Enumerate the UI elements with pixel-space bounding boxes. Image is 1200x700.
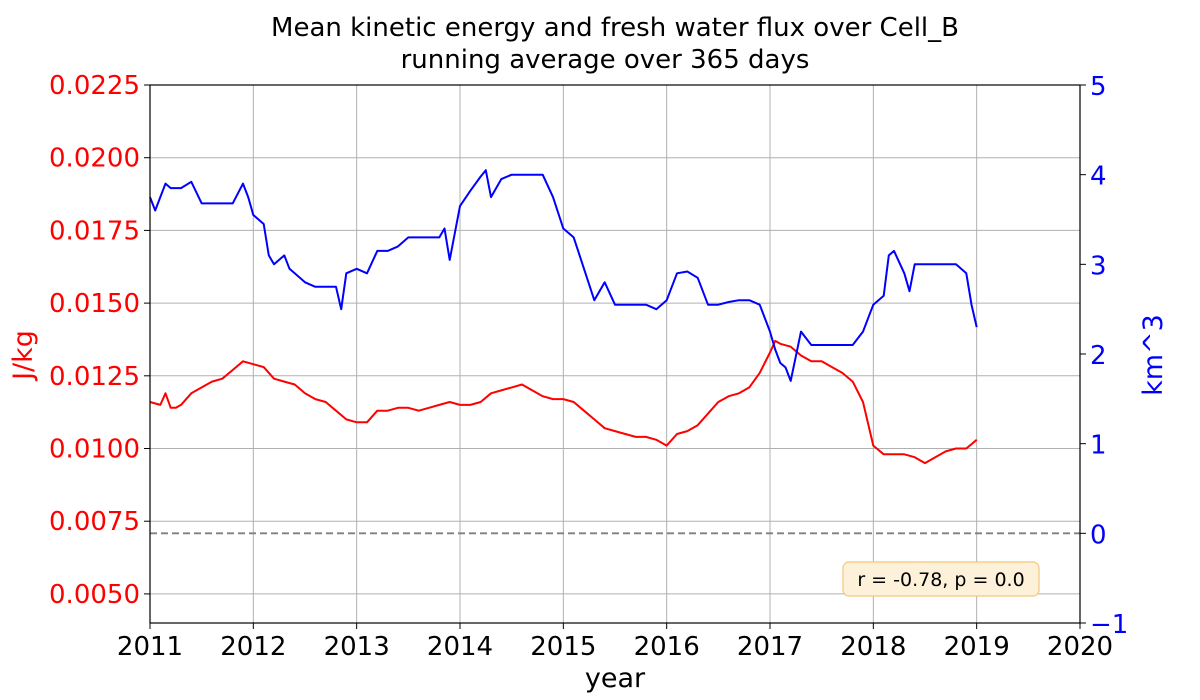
kinetic-energy-line (149, 339, 978, 465)
y-right-tick-label: 0 (1090, 520, 1107, 550)
x-tick-label: 2013 (324, 632, 390, 662)
y-right-tick-label: 2 (1090, 341, 1107, 371)
annotation-text: r = -0.78, p = 0.0 (857, 569, 1024, 591)
chart-subtitle: running average over 365 days (401, 45, 810, 75)
x-tick-label: 2016 (634, 632, 700, 662)
y-left-tick-label: 0.0150 (49, 289, 140, 319)
y-left-tick-label: 0.0225 (49, 71, 140, 101)
x-tick-label: 2011 (117, 632, 183, 662)
y-left-tick-label: 0.0050 (49, 580, 140, 610)
y-right-axis-ticks: −1 0 1 2 3 4 5 (1080, 72, 1128, 640)
x-axis-label: year (585, 663, 646, 694)
y-right-tick-label: 3 (1090, 251, 1107, 281)
y-right-tick-label: 5 (1090, 72, 1107, 102)
x-tick-label: 2020 (1047, 632, 1113, 662)
y-left-axis-ticks: 0.0050 0.0075 0.0100 0.0125 0.0150 0.0175 0.02… (49, 71, 150, 610)
x-axis-ticks: 2011 2012 2013 2014 2015 2016 2017 2018 2019 2020 (117, 623, 1113, 662)
y-left-axis-label: J/kg (8, 330, 39, 382)
chart-title: Mean kinetic energy and fresh water flux… (271, 13, 959, 43)
y-right-axis-label: km^3 (1138, 314, 1169, 396)
x-tick-label: 2018 (840, 632, 906, 662)
y-right-tick-label: 1 (1090, 431, 1107, 461)
fresh-water-flux-line (149, 169, 978, 382)
y-left-tick-label: 0.0200 (49, 144, 140, 174)
x-tick-label: 2019 (944, 632, 1010, 662)
x-tick-label: 2012 (220, 632, 286, 662)
y-right-tick-label: −1 (1090, 610, 1128, 640)
plot-frame (149, 84, 1081, 624)
y-right-tick-label: 4 (1090, 162, 1107, 192)
y-left-tick-label: 0.0125 (49, 362, 140, 392)
y-left-tick-label: 0.0075 (49, 507, 140, 537)
series-group (149, 169, 978, 465)
y-left-tick-label: 0.0175 (49, 216, 140, 246)
correlation-annotation: r = -0.78, p = 0.0 (842, 561, 1040, 597)
x-tick-label: 2015 (530, 632, 596, 662)
annotation-box (842, 561, 1040, 597)
x-tick-label: 2014 (427, 632, 493, 662)
x-tick-label: 2017 (737, 632, 803, 662)
grid-lines (149, 84, 1081, 623)
y-left-tick-label: 0.0100 (49, 435, 140, 465)
